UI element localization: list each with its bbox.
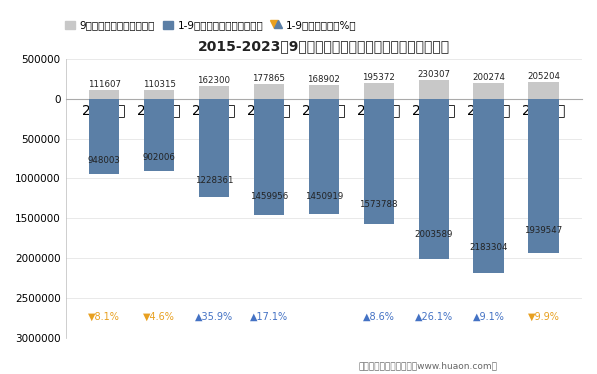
- Bar: [254, 99, 284, 215]
- Text: 177865: 177865: [253, 74, 285, 83]
- Text: 制图：华经产业研究院（www.huaon.com）: 制图：华经产业研究院（www.huaon.com）: [358, 361, 497, 370]
- Text: 2183304: 2183304: [469, 243, 508, 252]
- Text: 1573788: 1573788: [359, 200, 398, 209]
- Text: ▲35.9%: ▲35.9%: [195, 312, 233, 322]
- Text: 902006: 902006: [143, 153, 176, 162]
- Bar: [144, 90, 174, 99]
- Text: 230307: 230307: [417, 70, 450, 79]
- Legend: 9月进出口总额（万美元）, 1-9月进出口总额（万美元）, 1-9月同比增速（%）: 9月进出口总额（万美元）, 1-9月进出口总额（万美元）, 1-9月同比增速（%…: [60, 16, 361, 35]
- Bar: [364, 99, 394, 224]
- Text: 168902: 168902: [307, 75, 340, 84]
- Text: 2003589: 2003589: [414, 230, 453, 239]
- Text: ▼8.1%: ▼8.1%: [88, 312, 120, 322]
- Bar: [418, 99, 449, 258]
- Bar: [89, 90, 119, 99]
- Text: ▲8.6%: ▲8.6%: [363, 312, 395, 322]
- Bar: [418, 80, 449, 99]
- Text: ▲9.1%: ▲9.1%: [473, 312, 504, 322]
- Bar: [364, 83, 394, 99]
- Bar: [473, 99, 504, 273]
- Text: 1228361: 1228361: [195, 176, 233, 185]
- Text: ▼9.9%: ▼9.9%: [528, 312, 559, 322]
- Text: 195372: 195372: [362, 73, 395, 82]
- Bar: [473, 83, 504, 99]
- Title: 2015-2023年9月安徽省外商投资企业进出口总额统计图: 2015-2023年9月安徽省外商投资企业进出口总额统计图: [198, 39, 450, 53]
- Text: ▼4.6%: ▼4.6%: [143, 312, 175, 322]
- Bar: [528, 99, 559, 254]
- Bar: [309, 99, 339, 214]
- Text: 162300: 162300: [198, 76, 230, 85]
- Text: 1459956: 1459956: [250, 192, 288, 201]
- Text: 111607: 111607: [88, 80, 121, 89]
- Bar: [254, 85, 284, 99]
- Text: 1939547: 1939547: [524, 226, 562, 235]
- Text: 1450919: 1450919: [304, 191, 343, 200]
- Text: ▲17.1%: ▲17.1%: [250, 312, 288, 322]
- Text: 110315: 110315: [143, 80, 176, 89]
- Bar: [144, 99, 174, 171]
- Text: 948003: 948003: [88, 156, 121, 165]
- Bar: [199, 86, 229, 99]
- Bar: [309, 85, 339, 99]
- Bar: [199, 99, 229, 197]
- Text: 200274: 200274: [472, 73, 505, 82]
- Text: 205204: 205204: [527, 72, 560, 81]
- Text: ▲26.1%: ▲26.1%: [414, 312, 453, 322]
- Bar: [89, 99, 119, 174]
- Bar: [528, 82, 559, 99]
